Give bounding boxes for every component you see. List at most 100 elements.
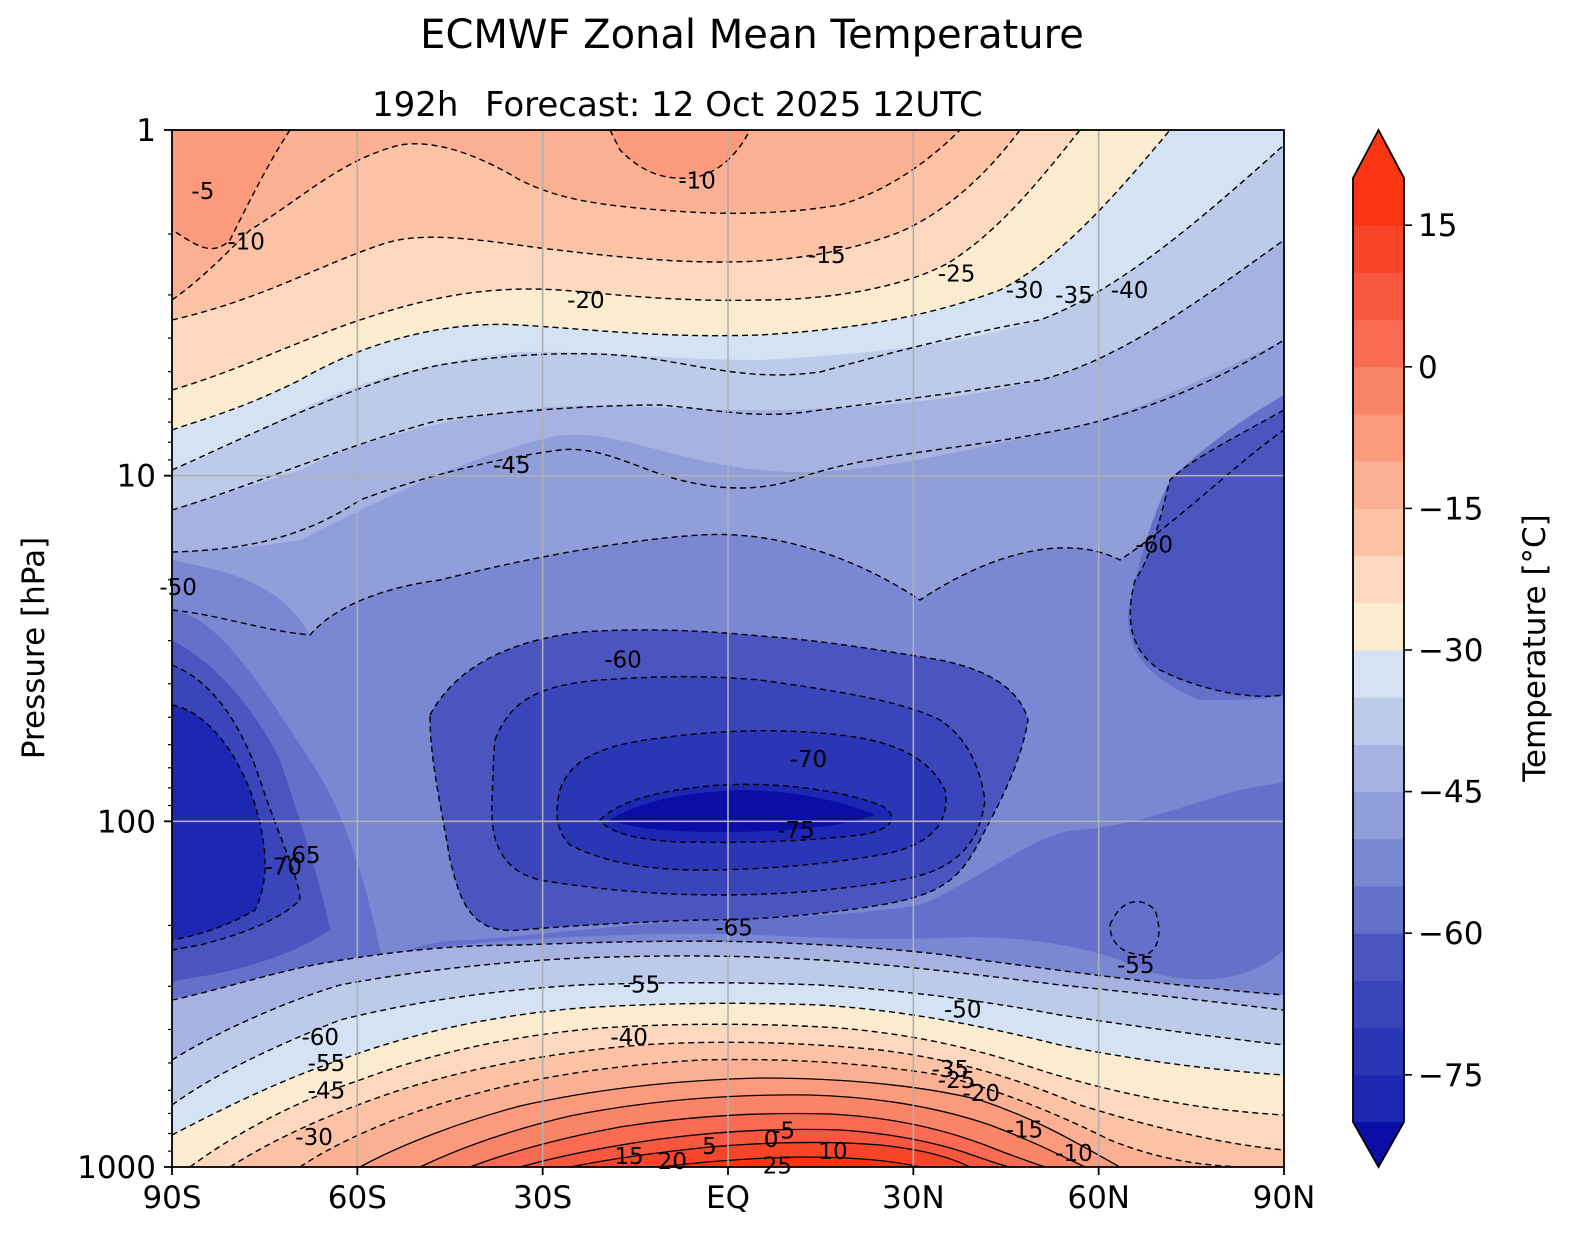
contour-label: -30 [295, 1125, 333, 1151]
chart-subtitle: Forecast: 12 Oct 2025 12UTC [485, 85, 983, 125]
contour-line [172, 144, 1284, 471]
contour-label: -40 [1111, 278, 1149, 304]
colorbar-band [1353, 602, 1404, 651]
colorbar-band [1353, 744, 1404, 793]
contour-label: -10 [678, 169, 716, 195]
contour-line [172, 704, 266, 941]
colorbar-band [1353, 838, 1404, 887]
contour-label: 0 [764, 1127, 779, 1153]
colorbar-tick-label: 15 [1418, 208, 1457, 244]
contour-line [569, 1141, 971, 1167]
colorbar-band [1353, 1027, 1404, 1076]
contour-label: -50 [944, 997, 982, 1023]
x-tick-label: 90S [142, 1180, 201, 1216]
grid-lines [172, 130, 1284, 1167]
contour-label: -70 [790, 747, 828, 773]
contour-label: -10 [227, 229, 265, 255]
colorbar-band [1353, 461, 1404, 509]
contour-line [229, 1041, 1284, 1167]
contour-label: 20 [658, 1149, 687, 1175]
colorbar-band [1353, 366, 1404, 415]
x-axis: 90S 60S 30S EQ 30N 60N 90N [142, 1167, 1315, 1216]
contour-label: -25 [938, 261, 976, 287]
x-tick-label: 90N [1253, 1180, 1316, 1216]
contour-line [359, 1077, 1121, 1167]
contour-label: -20 [962, 1081, 1000, 1107]
plot-area: -5-10-10-15-20-25-30 -35 -40-45-50-60-60-7… [159, 129, 1285, 1180]
contour-line [429, 629, 1029, 932]
x-tick-label: 60N [1067, 1180, 1130, 1216]
colorbar-band [1353, 178, 1404, 226]
colorbar-extend-max [1353, 130, 1404, 178]
y-tick-label: 100 [97, 804, 156, 840]
contour-line [172, 982, 1284, 1106]
contour-label: -50 [159, 575, 197, 601]
contour-label: -65 [283, 843, 321, 869]
contour-label: -55 [1117, 953, 1155, 979]
band-strat-15 [172, 130, 960, 300]
colorbar-band [1353, 886, 1404, 934]
colorbar-tick-label: −15 [1418, 491, 1483, 527]
y-axis: 1 10 100 1000 [77, 113, 172, 1186]
contour-label: -15 [1006, 1118, 1044, 1144]
contour-line [556, 730, 947, 871]
contour-line [172, 339, 1284, 553]
x-tick-label: 30N [882, 1180, 945, 1216]
chart-title: ECMWF Zonal Mean Temperature [420, 12, 1084, 58]
contour-line [172, 130, 961, 301]
contour-line [519, 1128, 1011, 1167]
contour-label: -35 [1055, 283, 1093, 309]
contour-label: -25 [938, 1068, 976, 1094]
contour-label: -35 [932, 1057, 970, 1083]
contour-label: -65 [715, 916, 753, 942]
contour-line [172, 130, 291, 250]
contour-label: 10 [818, 1139, 847, 1165]
band-cold-60 [1130, 410, 1284, 697]
contour-line [659, 1156, 921, 1167]
contour-label: -45 [308, 1078, 346, 1104]
y-tick-label: 1 [136, 113, 156, 149]
contour-line [419, 1094, 1086, 1167]
colorbar-band [1353, 980, 1404, 1029]
contour-label: -5 [772, 1119, 795, 1145]
contour-label: 15 [615, 1144, 644, 1170]
contour-line [172, 664, 301, 951]
contour-label: -60 [1135, 532, 1173, 558]
x-tick-label: 60S [328, 1180, 387, 1216]
contour-label: -55 [308, 1051, 346, 1077]
band-strat-10 [172, 130, 750, 249]
chart-subtitle-lead: 192h [372, 85, 458, 125]
colorbar-bands [1353, 178, 1404, 1123]
contour-line [172, 940, 1284, 1001]
colorbar-tick-label: −60 [1418, 916, 1483, 952]
contour-label: -30 [1006, 278, 1044, 304]
contour-line [599, 783, 893, 844]
contour-label: -70 [264, 854, 302, 880]
contour-line [491, 675, 986, 896]
colorbar-band [1353, 272, 1404, 321]
contour-label: -5 [191, 179, 214, 205]
contour-label: 5 [702, 1134, 717, 1160]
contour-line [1129, 409, 1284, 697]
colorbar-ticks: 15 0 −15 −30 −45 −60 −75 [1404, 208, 1483, 1094]
colorbar-band [1353, 319, 1404, 368]
contour-line [469, 1112, 1046, 1167]
contour-label: -20 [567, 288, 605, 314]
contour-line [1109, 900, 1160, 956]
contour-labels: -5-10-10-15-20-25-30 -35 -40-45-50-60-60-7… [159, 169, 1173, 1180]
colorbar-band [1353, 1074, 1404, 1123]
contour-label: -15 [808, 243, 846, 269]
colorbar-band [1353, 650, 1404, 698]
colorbar-band [1353, 508, 1404, 557]
contour-line [609, 130, 751, 179]
contour-label: -10 [1055, 1141, 1093, 1167]
colorbar-tick-label: 0 [1418, 350, 1438, 386]
colorbar: 15 0 −15 −30 −45 −60 −75 Temperature [°C] [1352, 128, 1553, 1169]
colorbar-tick-label: −75 [1418, 1058, 1483, 1094]
contour-label: -40 [610, 1025, 648, 1051]
y-axis-label: Pressure [hPa] [16, 537, 52, 759]
contour-lines-negative [172, 130, 1284, 1167]
x-tick-label: 30S [513, 1180, 572, 1216]
contour-line [172, 955, 1284, 1061]
